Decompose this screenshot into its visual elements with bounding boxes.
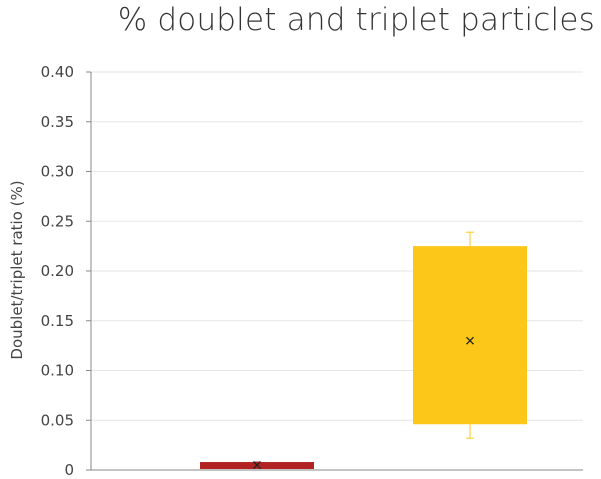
box-1 [200, 461, 314, 470]
y-tick-label: 0.20 [41, 262, 74, 280]
mean-marker-stroke [253, 461, 261, 469]
y-tick-label: 0 [64, 461, 74, 479]
gridlines [91, 71, 583, 421]
box-series [200, 231, 527, 470]
y-tick-label: 0.10 [41, 362, 74, 380]
y-tick-label: 0.35 [41, 113, 74, 131]
box-body [413, 246, 527, 425]
y-axis-title: Doublet/triplet ratio (%) [8, 180, 26, 359]
y-tick-label: 0.05 [41, 411, 74, 429]
box-2 [413, 231, 527, 439]
mean-marker [466, 336, 474, 345]
y-tick-label: 0.25 [41, 212, 74, 230]
y-tick-label: 0.40 [41, 63, 74, 81]
chart-title: % doublet and triplet particles [117, 2, 595, 38]
y-axis-ticks: 0 0.05 0.10 0.15 0.20 0.25 0.30 0.35 0.40 [41, 63, 91, 479]
mean-marker [253, 461, 261, 469]
y-tick-label: 0.15 [41, 312, 74, 330]
mean-marker-stroke [466, 336, 474, 345]
y-tick-label: 0.30 [41, 163, 74, 181]
